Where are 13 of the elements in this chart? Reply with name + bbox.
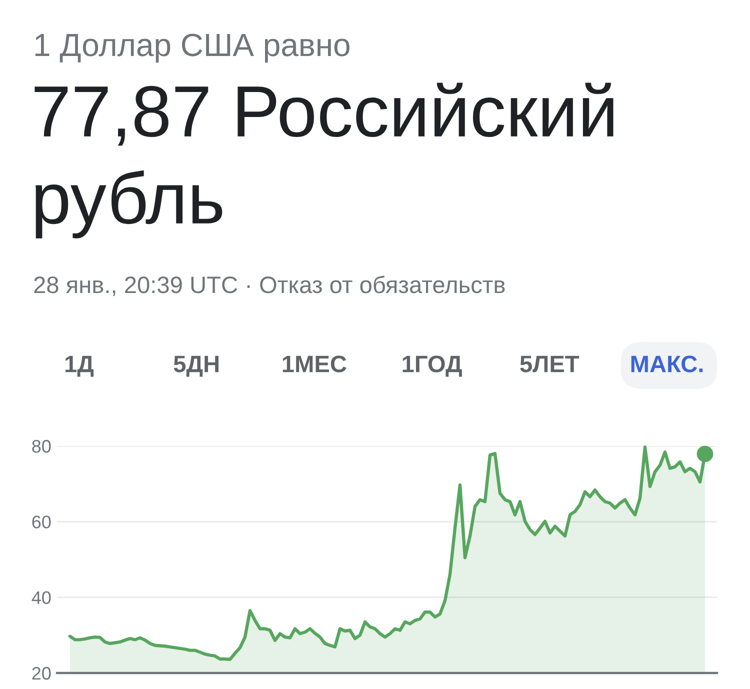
y-tick-label: 40 <box>32 591 51 604</box>
chart-subtitle: 1 Доллар США равно <box>35 34 350 63</box>
text: 1МЕС <box>282 356 346 372</box>
chart-title: 77,87 Российский рубль <box>34 82 614 238</box>
y-tick-label: 60 <box>32 516 51 528</box>
text: 28 янв., 20:39 UTC · Отказ от обязательств <box>34 276 505 296</box>
y-tick-label: 80 <box>32 440 51 453</box>
text: 5ЛЕТ <box>520 356 580 372</box>
text: МАКС. <box>631 356 703 372</box>
text: 1ГОД <box>402 356 462 377</box>
text: 1Д <box>66 356 94 377</box>
y-tick-label: 20 <box>32 666 51 680</box>
text: 5ДН <box>174 356 219 377</box>
